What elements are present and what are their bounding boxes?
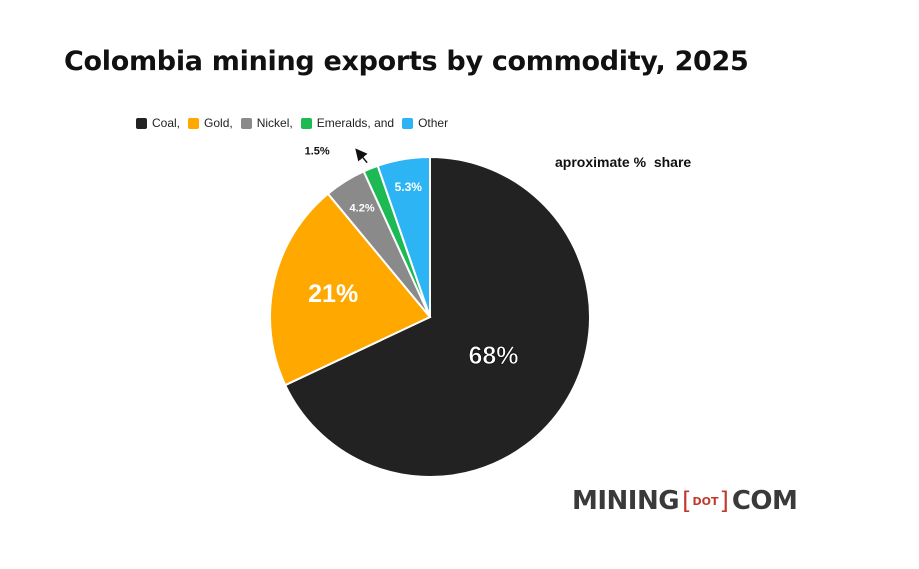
mining-dot-com-logo: MINING [ DOT ] COM: [572, 486, 798, 516]
legend-label-coal: Coal,: [152, 116, 181, 130]
legend-item-other: Other: [402, 116, 448, 130]
legend-item-coal: Coal,: [136, 116, 180, 130]
share-annotation: aproximate % share: [555, 154, 692, 170]
chart-title: Colombia mining exports by commodity, 20…: [64, 46, 749, 77]
legend-swatch-other: [402, 117, 414, 129]
legend-label-emeralds: Emeralds, and: [316, 116, 395, 130]
slice-label-coal: 68%: [468, 342, 518, 370]
legend-item-emeralds: Emeralds, and: [300, 116, 395, 130]
legend-item-nickel: Nickel,: [240, 116, 293, 130]
slice-label-emeralds: 1.5%: [305, 146, 330, 158]
pie-slice-coal: [283, 155, 591, 478]
legend: Coal, Gold, Nickel, Emeralds, and Other: [136, 116, 456, 130]
slice-label-other: 5.3%: [395, 180, 423, 194]
legend-swatch-gold: [188, 117, 200, 129]
pie-slice-gold: [269, 192, 432, 387]
legend-label-other: Other: [418, 116, 449, 130]
legend-label-gold: Gold,: [204, 116, 233, 130]
legend-item-gold: Gold,: [188, 116, 233, 130]
pie-slice-other: [376, 155, 431, 318]
legend-swatch-nickel: [240, 117, 252, 129]
legend-swatch-emeralds: [300, 117, 312, 129]
legend-label-nickel: Nickel,: [256, 116, 293, 130]
slice-label-nickel: 4.2%: [350, 202, 375, 214]
slice-label-gold: 21%: [308, 280, 358, 308]
legend-swatch-coal: [136, 117, 147, 129]
emeralds-leader-arrow: [355, 148, 368, 164]
